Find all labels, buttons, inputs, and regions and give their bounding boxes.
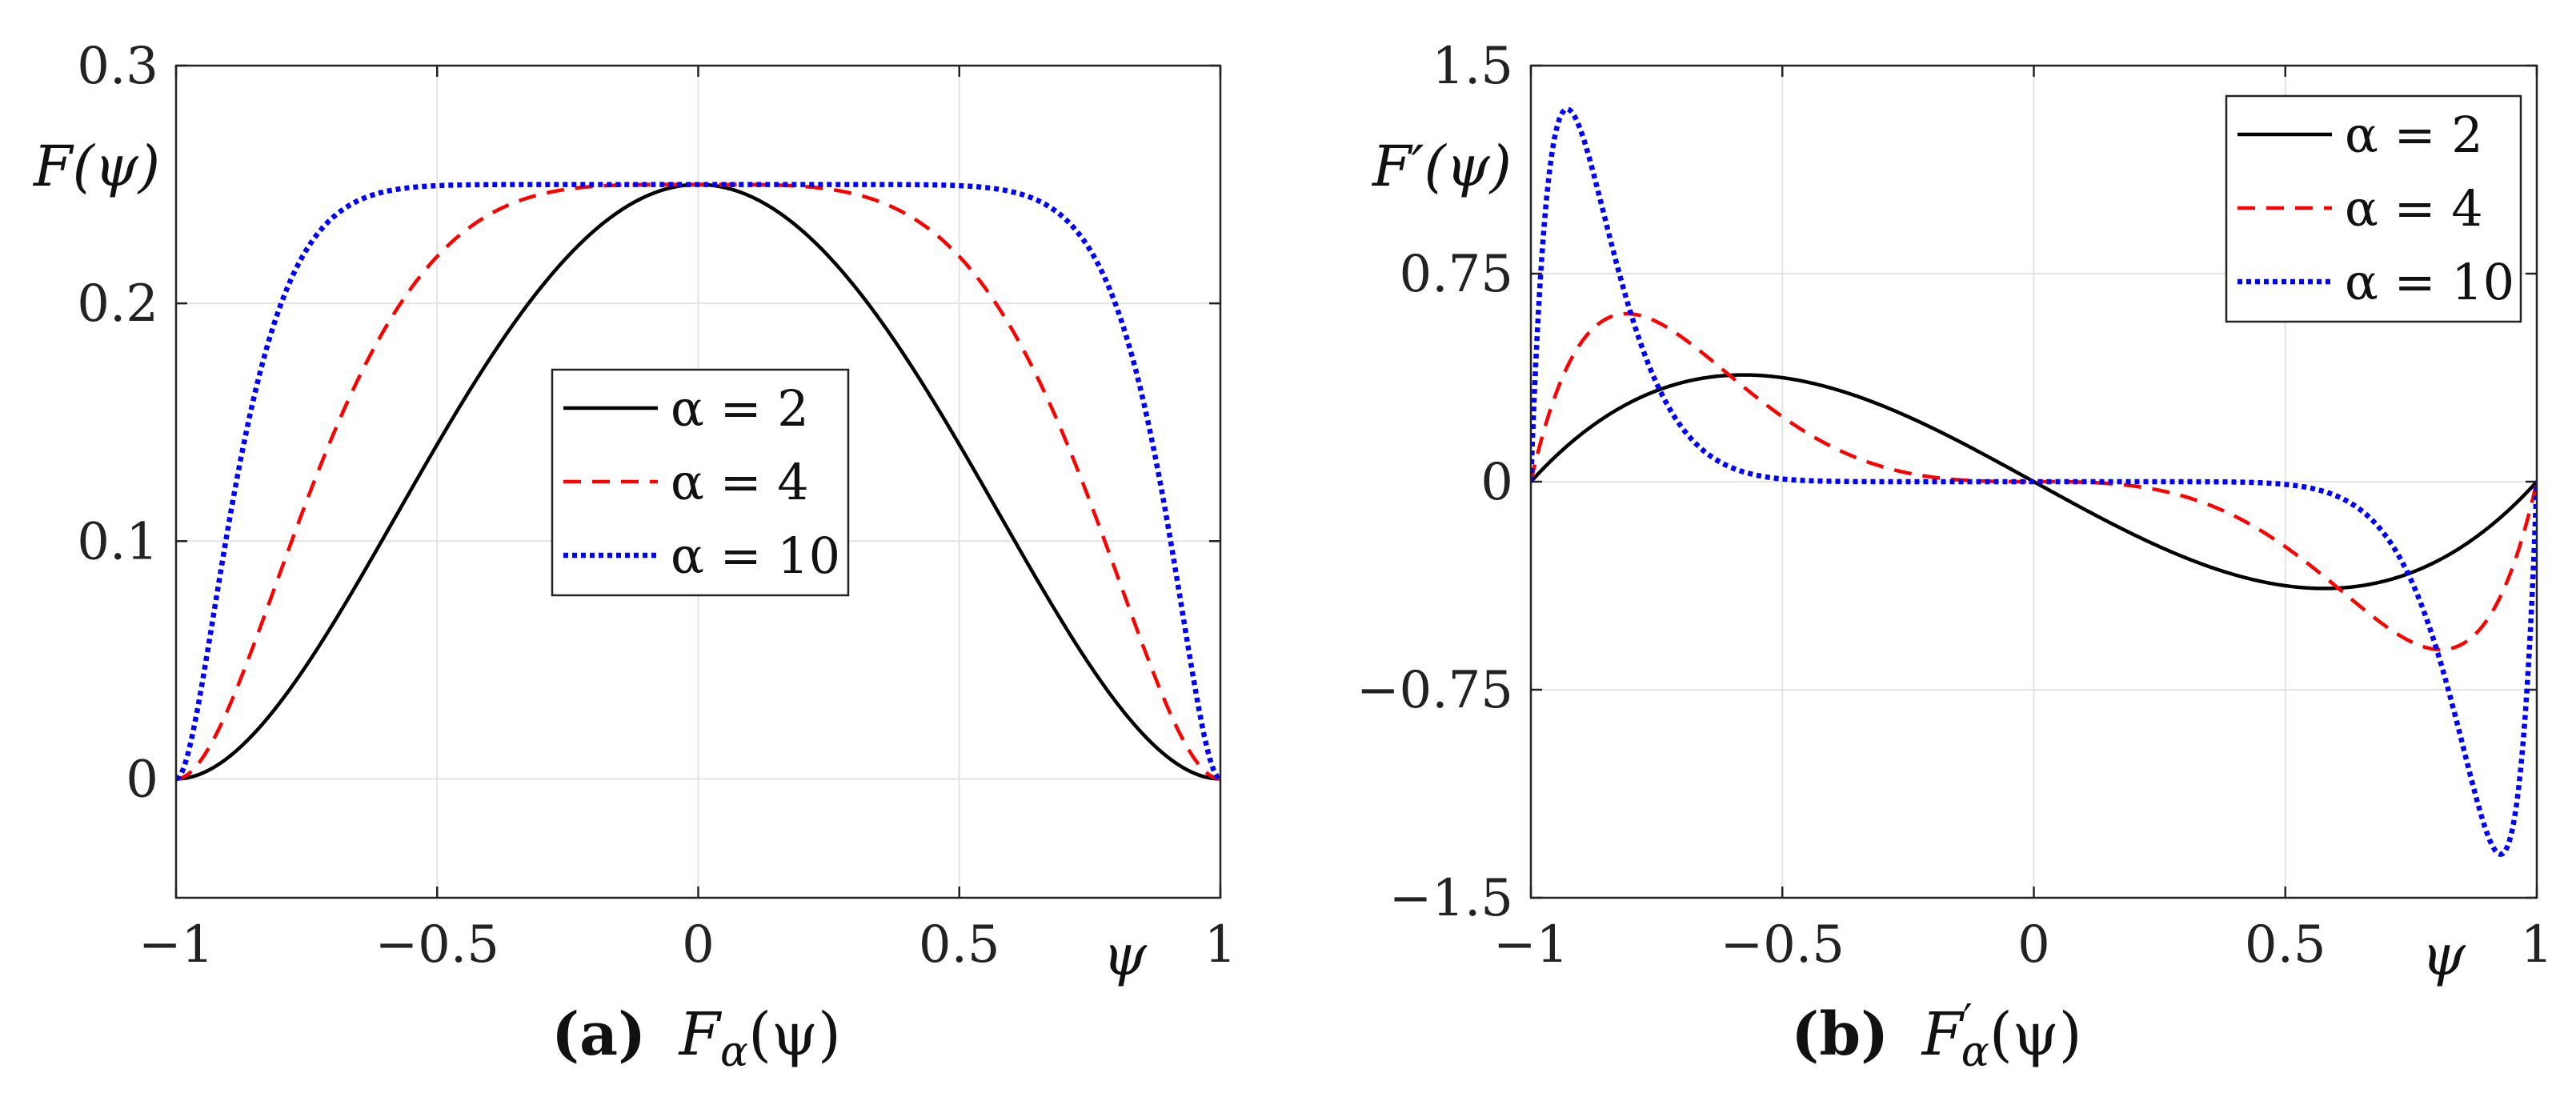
y-tick-label: 0.3: [77, 37, 158, 96]
caption-label: b: [1819, 1000, 1861, 1069]
legend-label: α = 4: [671, 453, 809, 511]
series-group: [176, 182, 1220, 782]
y-tick-label: −1.5: [1389, 869, 1513, 928]
x-tick-label: −0.5: [1721, 915, 1845, 975]
caption-func: F: [678, 1000, 723, 1069]
y-tick-labels: −1.5 −0.75 0 0.75 1.5: [1356, 37, 1513, 928]
legend-label: α = 4: [2345, 179, 2483, 238]
caption-label-close: ): [618, 1000, 646, 1069]
legend-label: α = 2: [2345, 106, 2483, 164]
series-line: [1531, 106, 2537, 857]
x-tick-labels: −1 −0.5 0 0.5 1: [138, 915, 1237, 975]
caption-label-close: ): [1861, 1000, 1889, 1069]
x-tick-label: 0.5: [919, 915, 1000, 975]
x-axis-label: ψ: [2422, 923, 2466, 988]
legend: α = 2 α = 4 α = 10: [551, 368, 850, 597]
x-tick-label: 1: [1204, 915, 1237, 975]
x-axis-label: ψ: [1103, 923, 1148, 988]
caption-func: F: [1921, 1000, 1965, 1069]
y-tick-label: 1.5: [1432, 37, 1513, 96]
caption-sub: α: [720, 1028, 748, 1076]
y-tick-label: 0.75: [1400, 245, 1514, 304]
caption-label: a: [579, 1000, 618, 1069]
y-tick-label: 0: [1480, 453, 1513, 512]
x-tick-label: 0: [2017, 915, 2050, 975]
legend-label: α = 10: [671, 526, 840, 585]
series-group: [1531, 106, 2537, 857]
x-tick-label: 1: [2521, 915, 2554, 975]
caption-label-open: (: [551, 1000, 579, 1069]
panel-a: −1 −0.5 0 0.5 1 00.10.20.3 F(ψ) ψ α = 2α = 4…: [32, 37, 1236, 1076]
x-tick-label: −0.5: [375, 915, 499, 975]
axes-frame: [1529, 64, 2538, 899]
y-tick-label: 0: [126, 750, 158, 809]
x-tick-label: −1: [1493, 915, 1568, 975]
caption-arg: (ψ): [748, 1000, 841, 1069]
y-tick-label: 0.1: [77, 512, 158, 571]
x-tick-labels: −1 −0.5 0 0.5 1: [1493, 915, 2554, 975]
y-tick-labels: 0 0.1 0.2 0.3: [77, 37, 158, 809]
legend-label: α = 10: [2345, 253, 2514, 311]
series-line: [176, 182, 1220, 782]
axes-frame: [174, 64, 1222, 899]
caption-sub: α: [1961, 1028, 1989, 1076]
y-axis-label: F′(ψ): [1371, 134, 1512, 199]
legend-label: α = 2: [671, 379, 809, 438]
x-tick-label: −1: [138, 915, 214, 975]
caption-label-open: (: [1791, 1000, 1819, 1069]
caption-prime: ′: [1963, 996, 1973, 1044]
panel-caption: (a) Fα(ψ): [551, 1000, 841, 1076]
y-axis-label: F(ψ): [32, 134, 160, 199]
series-line: [1531, 373, 2537, 591]
panel-caption: (b) F′ α(ψ): [1791, 996, 2081, 1076]
y-tick-label: 0.2: [77, 274, 158, 334]
caption-arg: (ψ): [1989, 1000, 2082, 1069]
x-tick-label: 0.5: [2245, 915, 2326, 975]
x-tick-label: 0: [682, 915, 715, 975]
legend: α = 2 α = 4 α = 10: [2225, 94, 2522, 323]
y-tick-label: −0.75: [1356, 661, 1513, 720]
